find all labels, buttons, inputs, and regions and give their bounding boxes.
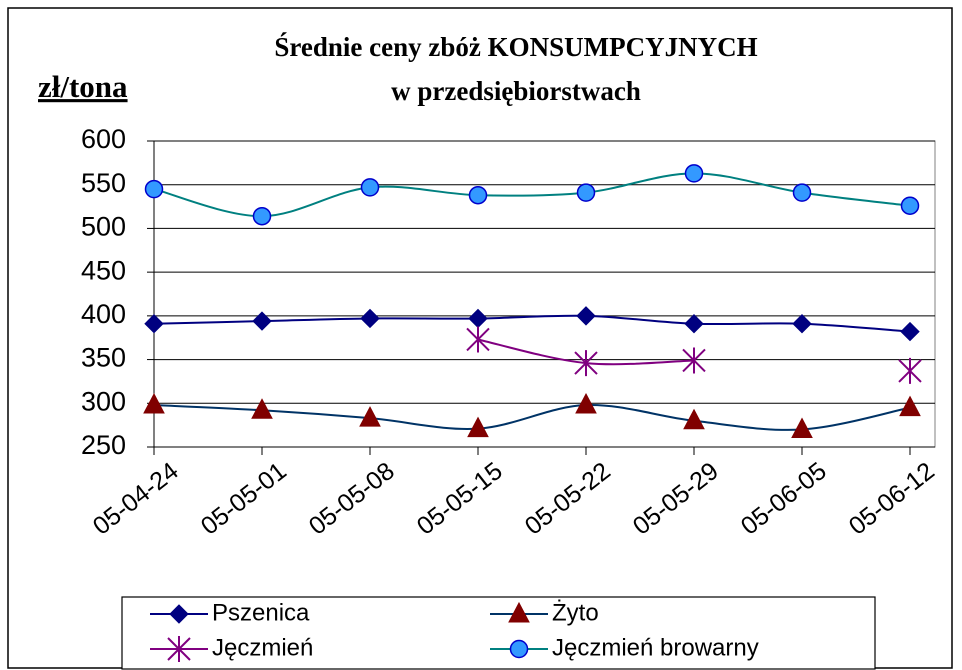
legend-marker [509, 639, 529, 659]
y-axis-label: zł/tona [38, 69, 128, 104]
legend-box [121, 596, 876, 670]
y-tick-label: 500 [81, 212, 126, 242]
chart-title: w przedsiębiorstwach [391, 76, 641, 106]
marker [144, 179, 164, 199]
y-tick-label: 450 [81, 255, 126, 285]
legend-marker [169, 604, 189, 624]
marker [792, 183, 812, 202]
marker [252, 311, 272, 331]
legend-label: Żyto [552, 599, 599, 626]
legend-marker [508, 601, 530, 623]
legend-label: Jęczmień browarny [552, 634, 759, 661]
marker [576, 306, 596, 326]
marker [684, 164, 704, 183]
marker [684, 314, 704, 334]
marker [683, 408, 705, 430]
marker [360, 308, 380, 329]
y-tick-label: 600 [81, 124, 126, 154]
y-tick-label: 550 [81, 168, 126, 198]
marker [252, 206, 272, 226]
marker [575, 392, 597, 414]
legend-label: Pszenica [212, 599, 310, 626]
marker [467, 416, 489, 438]
series-line [153, 314, 911, 333]
marker [466, 326, 490, 353]
series-line [153, 172, 911, 218]
legend-label: Jęczmień [212, 634, 313, 661]
marker [360, 178, 380, 197]
marker [468, 185, 488, 205]
marker [574, 350, 598, 377]
marker [576, 183, 596, 202]
marker [792, 314, 812, 334]
marker [251, 398, 273, 419]
legend-marker [167, 636, 191, 662]
y-tick-label: 300 [81, 386, 126, 416]
marker [900, 196, 920, 215]
y-tick-label: 350 [81, 343, 126, 373]
marker [899, 395, 921, 417]
marker [144, 314, 164, 334]
y-tick-label: 250 [81, 430, 126, 460]
marker [898, 357, 922, 384]
plot-area [153, 140, 936, 448]
marker [359, 406, 381, 427]
marker [143, 392, 165, 414]
y-tick-label: 400 [81, 299, 126, 329]
marker [791, 417, 813, 439]
marker [682, 347, 706, 374]
chart-title: Średnie ceny zbóż KONSUMPCYJNYCH [274, 32, 757, 62]
series-line [153, 404, 911, 431]
marker [900, 321, 920, 342]
